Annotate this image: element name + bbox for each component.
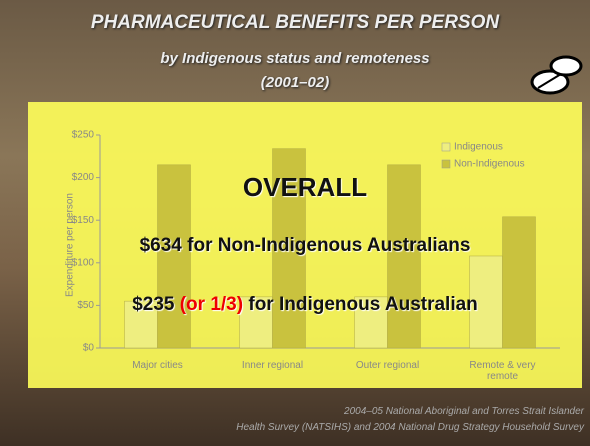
x-tick-label: Inner regional [228, 360, 318, 371]
slide: PHARMACEUTICAL BENEFITS PER PERSON by In… [0, 0, 590, 446]
y-tick-label: $150 [72, 215, 95, 226]
y-tick-label: $100 [72, 257, 95, 268]
x-tick-label: Remote & very remote [458, 360, 548, 382]
annotation: $235 (or 1/3) for Indigenous Australian [28, 294, 582, 316]
x-tick-label: Outer regional [343, 360, 433, 371]
x-tick-label: Major cities [113, 360, 203, 371]
annotation: $634 for Non-Indigenous Australians [28, 235, 582, 257]
annotation: OVERALL [28, 172, 582, 203]
y-tick-label: $0 [83, 343, 95, 354]
source: 2004–05 National Aboriginal and Torres S… [344, 406, 584, 417]
legend-label: Non-Indigenous [454, 159, 525, 170]
annotation-part: $235 [132, 294, 180, 315]
source: Health Survey (NATSIHS) and 2004 Nationa… [236, 422, 584, 433]
y-tick-label: $250 [72, 130, 95, 141]
legend-swatch [442, 143, 450, 151]
legend-label: Indigenous [454, 142, 503, 153]
annotation-part: for Indigenous Australian [243, 294, 478, 315]
legend-swatch [442, 160, 450, 168]
annotation-part: (or 1/3) [180, 294, 243, 315]
